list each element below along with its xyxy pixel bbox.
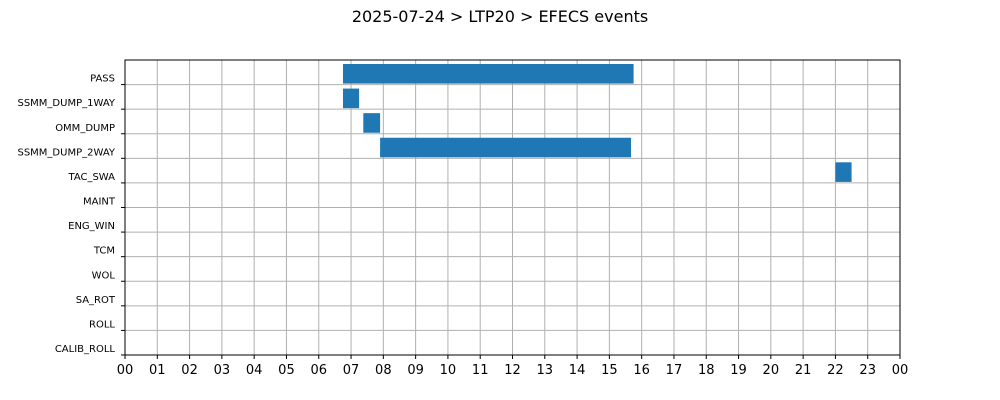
x-tick-label: 01: [149, 363, 166, 378]
event-bar: [342, 64, 634, 84]
y-tick-label: PASS: [90, 74, 115, 85]
y-tick-label: ROLL: [89, 319, 115, 330]
y-tick-label: CALIB_ROLL: [55, 344, 116, 355]
grid-layer: [125, 60, 900, 355]
event-bar: [342, 88, 360, 109]
y-tick-label: MAINT: [83, 197, 116, 208]
x-tick-label: 02: [181, 363, 198, 378]
event-bar: [380, 137, 632, 158]
x-tick-label: 12: [504, 363, 521, 378]
x-tick-label: 22: [827, 363, 844, 378]
x-tick-label: 13: [537, 363, 554, 378]
x-tick-label: 18: [698, 363, 715, 378]
x-tick-label: 05: [278, 363, 295, 378]
x-tick-label: 21: [795, 363, 812, 378]
y-tick-label: TCM: [93, 246, 115, 257]
x-tick-label: 00: [117, 363, 134, 378]
bar-layer: [342, 64, 852, 182]
x-tick-label: 17: [666, 363, 683, 378]
x-tick-label: 20: [763, 363, 780, 378]
chart-title: 2025-07-24 > LTP20 > EFECS events: [352, 7, 648, 26]
x-tick-label: 00: [892, 363, 909, 378]
y-tick-label: WOL: [92, 270, 116, 281]
x-tick-label: 14: [569, 363, 586, 378]
y-tick-label: OMM_DUMP: [55, 123, 115, 134]
x-tick-label: 08: [375, 363, 392, 378]
y-tick-label: SSMM_DUMP_2WAY: [17, 147, 115, 158]
x-axis: 00 01 02 03 04 05 06 07 08 09 10 11 12 13 14 15 16 17 18 19…: [117, 355, 909, 378]
x-tick-label: 19: [730, 363, 747, 378]
x-tick-label: 10: [440, 363, 457, 378]
x-tick-label: 15: [601, 363, 618, 378]
y-axis: PASS SSMM_DUMP_1WAY OMM_DUMP SSMM_DUMP_2WAY…: [17, 74, 125, 356]
y-tick-label: TAC_SWA: [67, 172, 115, 183]
event-bar: [835, 162, 852, 182]
x-tick-label: 11: [472, 363, 489, 378]
x-tick-label: 06: [310, 363, 327, 378]
event-bar: [363, 113, 381, 133]
y-tick-label: ENG_WIN: [68, 221, 115, 232]
y-tick-label: SSMM_DUMP_1WAY: [17, 98, 115, 109]
x-tick-label: 23: [859, 363, 876, 378]
x-tick-label: 03: [214, 363, 231, 378]
x-tick-label: 07: [343, 363, 360, 378]
x-tick-label: 16: [633, 363, 650, 378]
x-tick-label: 09: [407, 363, 424, 378]
y-tick-label: SA_ROT: [76, 295, 116, 306]
x-tick-label: 04: [246, 363, 263, 378]
